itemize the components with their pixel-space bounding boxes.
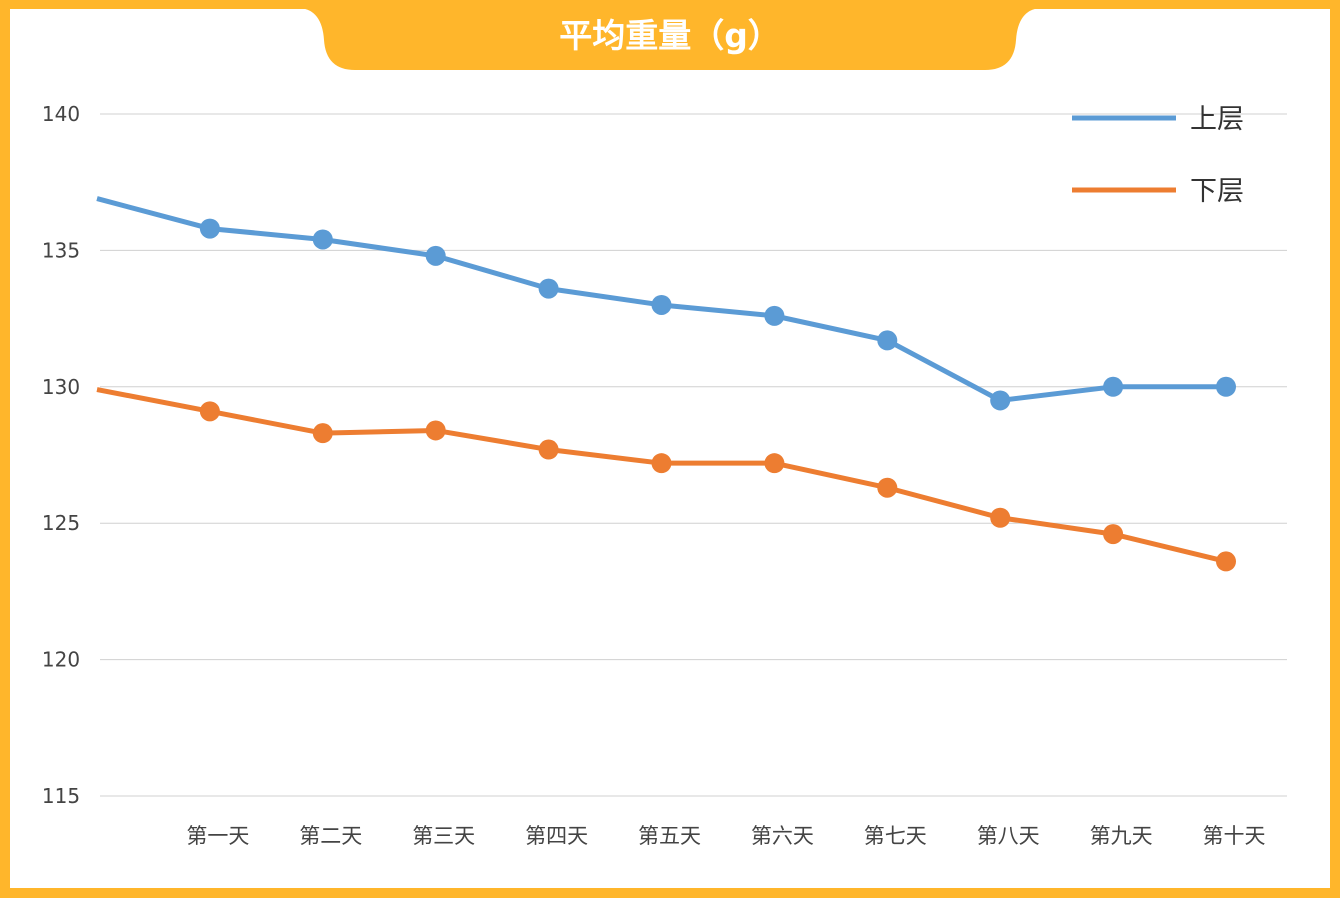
y-tick-label: 125 [42, 511, 80, 535]
data-point [538, 439, 559, 460]
data-point [1103, 376, 1124, 397]
data-point [990, 390, 1011, 411]
x-tick-label: 第十天 [1203, 824, 1266, 848]
data-point [764, 305, 785, 326]
title-tab [300, 0, 1040, 70]
x-tick-label: 第二天 [299, 824, 362, 848]
data-point [651, 453, 672, 474]
x-tick-label: 第一天 [186, 824, 249, 848]
y-tick-label: 115 [42, 784, 80, 808]
x-tick-label: 第八天 [977, 824, 1040, 848]
chart-title: 平均重量（g） [559, 16, 781, 55]
data-point [312, 229, 333, 250]
x-tick-label: 第六天 [751, 824, 814, 848]
data-point [764, 453, 785, 474]
data-point [1103, 524, 1124, 545]
data-point [538, 278, 559, 299]
data-point [877, 330, 898, 351]
data-point [1216, 551, 1236, 572]
data-point [312, 423, 333, 444]
y-tick-label: 135 [42, 238, 80, 262]
data-point [425, 420, 446, 441]
x-tick-label: 第九天 [1090, 824, 1153, 848]
data-point [199, 401, 220, 422]
data-point [990, 507, 1011, 528]
x-tick-label: 第七天 [864, 824, 927, 848]
data-point [1216, 376, 1236, 397]
x-tick-label: 第三天 [412, 824, 475, 848]
x-tick-label: 第五天 [638, 824, 701, 848]
data-point [651, 294, 672, 315]
data-point [199, 218, 220, 239]
y-tick-label: 120 [42, 648, 80, 672]
legend-label: 下层 [1190, 176, 1244, 207]
x-tick-label: 第四天 [525, 824, 588, 848]
series-2 [96, 387, 1236, 572]
legend-label: 上层 [1190, 104, 1244, 135]
data-point [425, 245, 446, 266]
series-1 [96, 196, 1236, 411]
data-point [877, 477, 898, 498]
y-tick-label: 130 [42, 375, 80, 399]
y-tick-label: 140 [42, 102, 80, 126]
